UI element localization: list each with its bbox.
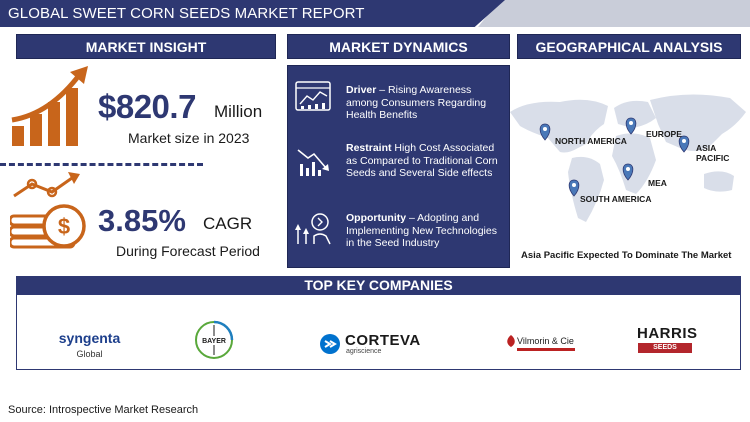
top-key-companies-header: TOP KEY COMPANIES	[16, 276, 741, 295]
market-insight-header: MARKET INSIGHT	[16, 34, 276, 59]
market-dynamics-panel: Driver – Rising Awareness among Consumer…	[287, 65, 510, 268]
restraint-decline-icon	[297, 149, 329, 176]
driver-chart-icon	[295, 81, 331, 111]
restraint-label: Restraint	[346, 142, 392, 154]
report-title: GLOBAL SWEET CORN SEEDS MARKET REPORT	[0, 0, 505, 27]
corteva-sub: agriscience	[346, 348, 382, 355]
driver-text: – Rising Awareness among Consumers Regar…	[346, 84, 487, 122]
restraint-text: High Cost Associated as Compared to Trad…	[346, 142, 498, 180]
world-map	[510, 94, 746, 222]
market-dynamics-header: MARKET DYNAMICS	[287, 34, 510, 59]
bayer-logo: BAYER	[195, 320, 234, 359]
syngenta-wordmark: syngenta	[58, 330, 121, 346]
vilmorin-wordmark: Vilmorin & Cie	[517, 336, 574, 346]
source-note: Source: Introspective Market Research	[8, 404, 199, 416]
syngenta-sub: Global	[76, 349, 103, 359]
driver-label: Driver	[346, 84, 377, 96]
harris-logo: HARRIS SEEDS	[637, 325, 698, 356]
opportunity-text: – Adopting and Implementing New Technolo…	[346, 212, 497, 250]
market-size-unit: Million	[214, 102, 263, 121]
map-label-south-america: SOUTH AMERICA	[580, 194, 652, 204]
title-accent-band	[478, 0, 750, 27]
harris-sub: SEEDS	[638, 343, 692, 353]
map-label-north-america: NORTH AMERICA	[555, 136, 627, 146]
vilmorin-logo: Vilmorin & Cie	[506, 334, 576, 354]
map-label-mea: MEA	[648, 178, 667, 188]
map-label-asia-pacific: ASIA PACIFIC	[696, 143, 730, 163]
corteva-wordmark: CORTEVA	[345, 332, 421, 349]
geo-caption: Asia Pacific Expected To Dominate The Ma…	[521, 250, 732, 261]
bayer-wordmark-horizontal: BAYER	[202, 338, 226, 345]
cagr-unit: CAGR	[203, 214, 253, 233]
cagr-value: 3.85%	[98, 203, 186, 238]
opportunity-label: Opportunity	[346, 212, 407, 224]
cagr-caption: During Forecast Period	[116, 243, 260, 259]
divider	[0, 163, 203, 166]
harris-wordmark: HARRIS	[637, 325, 698, 342]
cagr-coin-icon: $	[10, 172, 86, 249]
market-size-caption: Market size in 2023	[128, 130, 250, 146]
growth-chart-icon	[11, 66, 88, 146]
map-label-europe: EUROPE	[646, 129, 682, 139]
corteva-logo: CORTEVA agriscience	[319, 332, 434, 358]
syngenta-logo: syngenta Global	[52, 330, 127, 359]
opportunity-hand-icon	[295, 213, 331, 245]
vilmorin-underline	[517, 348, 575, 351]
market-size-value: $820.7	[98, 88, 196, 125]
corteva-mark-icon	[320, 334, 340, 354]
geographical-analysis-header: GEOGRAPHICAL ANALYSIS	[517, 34, 741, 59]
vilmorin-leaf-icon	[507, 335, 515, 347]
svg-text:$: $	[58, 214, 70, 239]
